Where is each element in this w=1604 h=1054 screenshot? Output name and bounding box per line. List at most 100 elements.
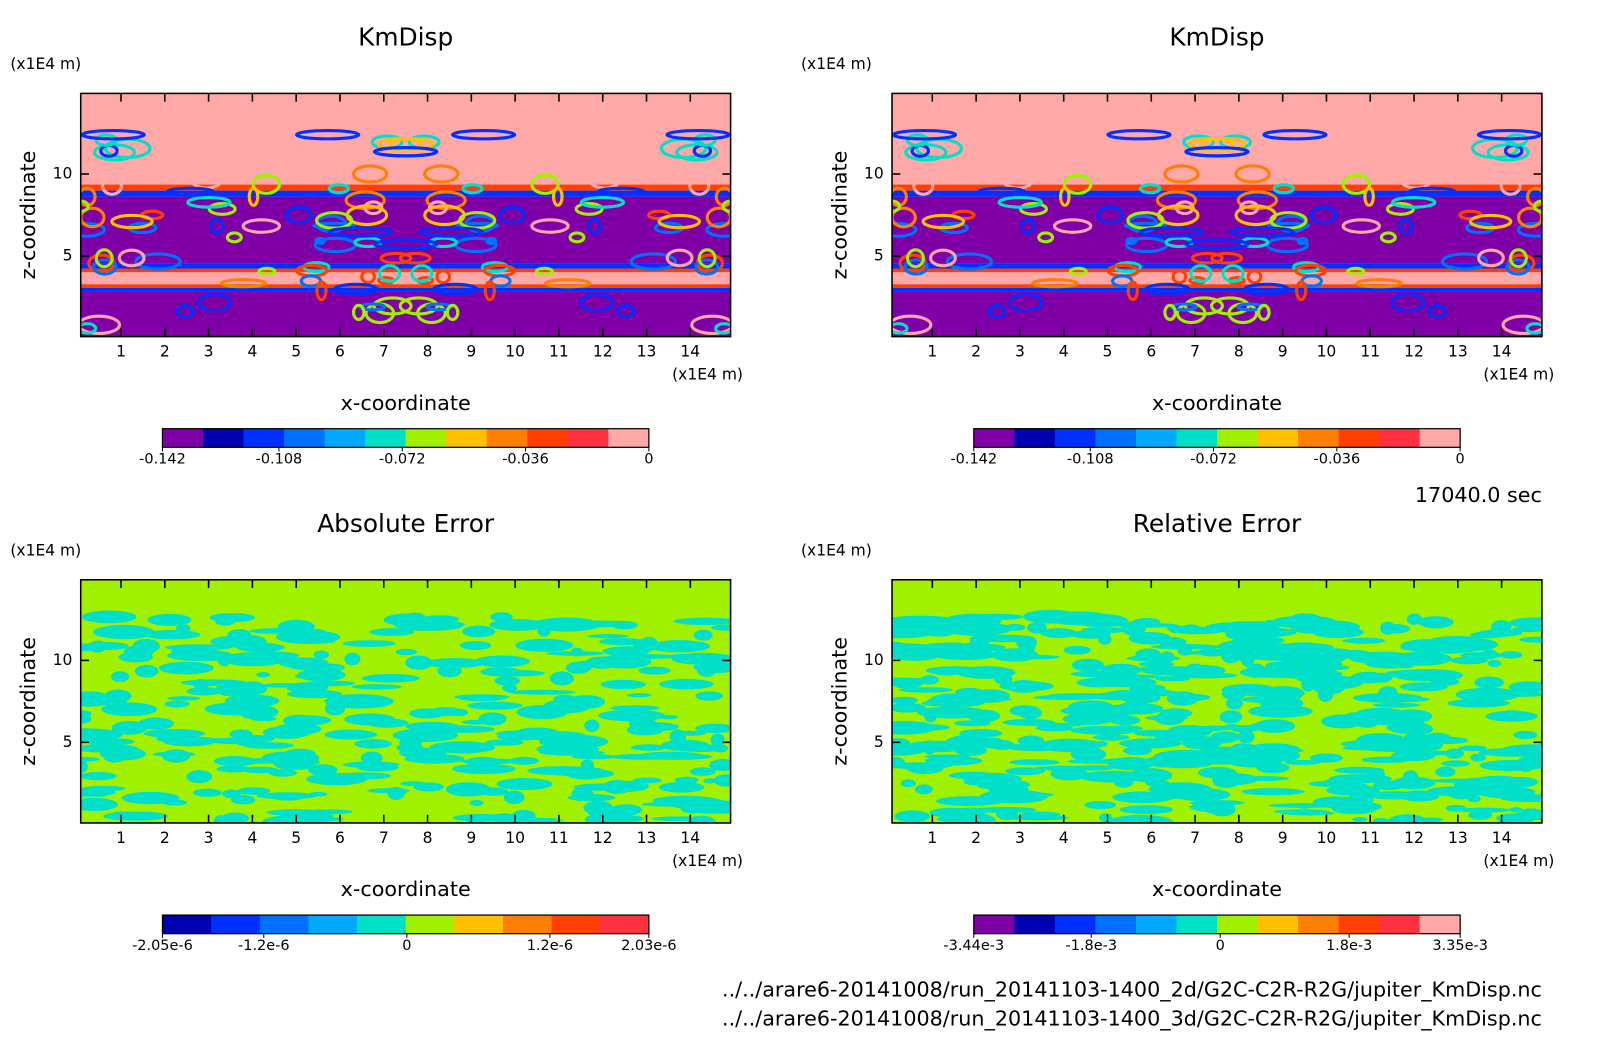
field-patch	[892, 738, 911, 749]
field-patch	[294, 673, 321, 680]
field-blob	[1272, 183, 1295, 195]
field-patch	[313, 650, 330, 659]
field-patch	[186, 687, 222, 696]
colorbar-tick-label: 3.35e-3	[1432, 938, 1488, 954]
plot-frame	[891, 579, 1543, 824]
field-patch	[898, 687, 953, 693]
field-blob	[586, 217, 603, 235]
field-patch	[193, 678, 209, 690]
field-patch	[1138, 661, 1175, 668]
field-patch	[659, 678, 714, 690]
field-blob	[94, 248, 114, 269]
field-patch	[433, 725, 495, 733]
x-axis-label: x-coordinate	[1152, 877, 1282, 901]
x-tick-label: 6	[1146, 829, 1156, 847]
field-patch	[216, 765, 252, 773]
field-blob	[327, 183, 350, 195]
field-patch	[360, 751, 383, 765]
field-patch	[1372, 780, 1405, 791]
x-tick-label: 14	[680, 829, 700, 847]
y-tick-label: 10	[53, 165, 73, 183]
field-patch	[1470, 753, 1486, 762]
field-patch	[1261, 747, 1304, 754]
field-patch	[1197, 736, 1233, 744]
field-patch	[104, 689, 132, 703]
field-blob	[485, 236, 498, 246]
field-blob	[373, 146, 439, 158]
field-patch	[587, 634, 629, 639]
colorbar-tick-label: -2.05e-6	[132, 938, 193, 954]
x-tick-label: 14	[1492, 829, 1512, 847]
field-patch	[1460, 652, 1505, 659]
field-patch	[642, 753, 713, 760]
colorbar-segment	[1176, 915, 1218, 934]
field-blob	[209, 217, 225, 235]
field-patch	[546, 651, 605, 656]
field-patch	[1345, 637, 1385, 644]
field-blob	[579, 195, 626, 209]
field-patch	[900, 779, 916, 788]
field-blob	[225, 231, 243, 244]
field-patch	[687, 815, 716, 823]
colorbar-frame	[973, 428, 1461, 448]
field-patch	[366, 718, 409, 728]
y-axis-label: z-coordinate	[16, 151, 40, 280]
field-blob	[1391, 195, 1437, 209]
x-tick-label: 10	[1317, 829, 1337, 847]
y-axis-label: z-coordinate	[827, 151, 851, 280]
field-blob	[1440, 252, 1489, 271]
field-blob	[693, 258, 720, 276]
field-patch	[164, 644, 232, 651]
field-blob	[714, 322, 731, 335]
x-tick-label: 12	[1404, 343, 1424, 361]
field-patch	[421, 615, 460, 623]
field-blob	[1501, 314, 1542, 335]
colorbar-segment	[1298, 915, 1340, 934]
field-patch	[1290, 613, 1320, 623]
field-patch	[988, 783, 1029, 796]
field-patch	[1418, 817, 1443, 822]
x-tick-label: 6	[335, 343, 345, 361]
field-blob	[1477, 248, 1505, 268]
field-patch	[1112, 791, 1174, 804]
field-patch	[1469, 775, 1528, 789]
field-patch	[1119, 805, 1174, 815]
field-patch	[1352, 817, 1368, 822]
field-patch	[1441, 760, 1470, 767]
field-blob	[251, 173, 282, 195]
field-band	[892, 263, 1542, 269]
panel-title: Absolute Error	[317, 509, 495, 538]
colorbar-tick-label: -1.2e-6	[238, 938, 290, 954]
field-blob	[219, 278, 268, 289]
field-blob	[92, 258, 118, 276]
colorbar-tick-label: 1.8e-3	[1326, 938, 1372, 954]
colorbar-segment	[551, 915, 601, 934]
field-patch	[633, 722, 679, 732]
field-blob	[544, 278, 592, 289]
x-tick-label: 9	[1278, 343, 1288, 361]
field-patch	[86, 733, 105, 746]
field-blob	[165, 186, 215, 197]
field-blob	[892, 221, 918, 238]
field-patch	[460, 641, 492, 650]
field-patch	[369, 628, 415, 636]
field-blob	[175, 303, 196, 319]
colorbar-segment	[486, 428, 528, 448]
field-patch	[1246, 663, 1266, 678]
field-blob	[1163, 164, 1200, 184]
field-patch	[529, 731, 588, 742]
field-patch	[1478, 747, 1542, 757]
colorbar-segment	[1054, 915, 1096, 934]
field-blob	[295, 129, 361, 141]
field-patch	[192, 788, 222, 797]
field-blob	[80, 221, 106, 238]
x-tick-label: 2	[160, 343, 170, 361]
field-blob	[247, 186, 260, 207]
colorbar-segment	[1054, 428, 1096, 448]
field-patch	[1197, 751, 1264, 764]
y-tick-label: 5	[874, 733, 884, 751]
field-patch	[508, 689, 576, 695]
field-patch	[110, 671, 130, 683]
field-patch	[1084, 800, 1117, 810]
field-blob	[134, 252, 182, 271]
